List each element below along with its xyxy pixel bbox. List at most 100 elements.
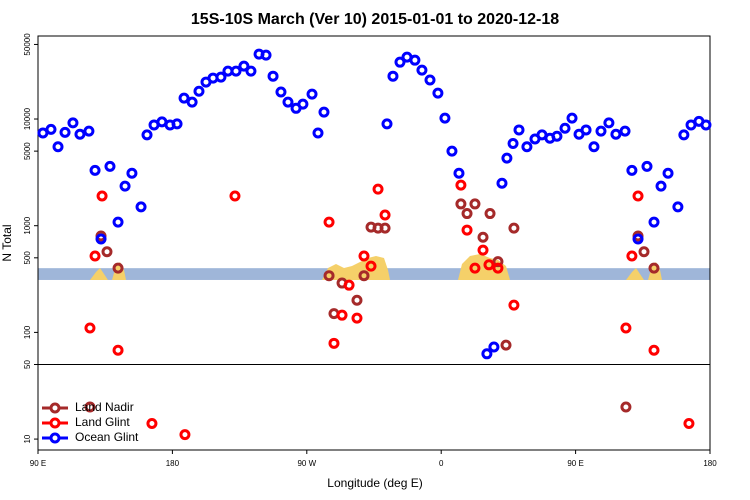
point xyxy=(469,262,481,274)
point xyxy=(336,309,348,321)
point xyxy=(379,222,391,234)
point xyxy=(559,122,571,134)
point xyxy=(603,117,615,129)
point xyxy=(215,71,227,83)
point xyxy=(351,294,363,306)
y-tick-label: 100 xyxy=(23,325,32,339)
point xyxy=(104,160,116,172)
point xyxy=(358,270,370,282)
point xyxy=(387,70,399,82)
point xyxy=(306,88,318,100)
x-axis-label: Longitude (deg E) xyxy=(327,476,422,490)
point xyxy=(67,117,79,129)
point xyxy=(126,167,138,179)
point xyxy=(496,177,508,189)
point xyxy=(508,299,520,311)
point xyxy=(481,348,493,360)
y-axis-label: N Total xyxy=(0,224,14,261)
point xyxy=(141,129,153,141)
point xyxy=(619,125,631,137)
point xyxy=(52,141,64,153)
point xyxy=(566,112,578,124)
point xyxy=(193,85,205,97)
point xyxy=(672,201,684,213)
point xyxy=(282,96,294,108)
point xyxy=(365,260,377,272)
point xyxy=(112,262,124,274)
point xyxy=(678,129,690,141)
point xyxy=(394,56,406,68)
point xyxy=(84,322,96,334)
point xyxy=(455,198,467,210)
plot-frame xyxy=(37,35,711,451)
point xyxy=(372,183,384,195)
point xyxy=(381,118,393,130)
point xyxy=(488,341,500,353)
point xyxy=(267,70,279,82)
y-tick-label: 50000 xyxy=(23,33,32,56)
point xyxy=(588,141,600,153)
point xyxy=(171,118,183,130)
point xyxy=(95,233,107,245)
point xyxy=(638,246,650,258)
point xyxy=(580,124,592,136)
point xyxy=(135,201,147,213)
x-tick-label: 180 xyxy=(166,459,180,468)
point xyxy=(620,401,632,413)
point xyxy=(483,259,495,271)
point xyxy=(461,208,473,220)
legend-label: Ocean Glint xyxy=(75,430,139,444)
y-tick-label: 50 xyxy=(23,360,32,369)
point xyxy=(508,222,520,234)
y-tick-label: 10000 xyxy=(23,107,32,130)
point xyxy=(318,106,330,118)
point xyxy=(84,401,96,413)
point xyxy=(492,256,504,268)
y-tick-label: 5000 xyxy=(23,142,32,160)
point xyxy=(477,231,489,243)
point xyxy=(626,164,638,176)
x-tick-label: 90 E xyxy=(30,459,46,468)
point xyxy=(455,179,467,191)
point xyxy=(641,160,653,172)
point xyxy=(89,250,101,262)
land xyxy=(90,268,108,280)
point xyxy=(186,96,198,108)
point xyxy=(409,54,421,66)
legend-marker xyxy=(49,432,61,444)
point xyxy=(112,216,124,228)
point xyxy=(662,167,674,179)
y-tick-label: 1000 xyxy=(23,216,32,234)
point xyxy=(683,417,695,429)
point xyxy=(469,198,481,210)
point xyxy=(146,417,158,429)
point xyxy=(453,167,465,179)
point xyxy=(446,145,458,157)
point xyxy=(424,74,436,86)
point xyxy=(648,216,660,228)
point xyxy=(59,126,71,138)
point xyxy=(620,322,632,334)
point xyxy=(323,216,335,228)
point xyxy=(655,180,667,192)
point xyxy=(179,429,191,441)
point xyxy=(74,128,86,140)
legend-label: Land Nadir xyxy=(75,400,134,414)
point xyxy=(83,125,95,137)
point xyxy=(260,49,272,61)
point xyxy=(610,128,622,140)
point xyxy=(484,208,496,220)
point xyxy=(96,190,108,202)
point xyxy=(439,112,451,124)
point xyxy=(521,141,533,153)
point xyxy=(358,250,370,262)
point xyxy=(416,64,428,76)
point xyxy=(492,262,504,274)
point xyxy=(432,87,444,99)
point xyxy=(700,119,712,131)
point xyxy=(343,279,355,291)
point xyxy=(230,65,242,77)
x-tick-label: 90 W xyxy=(297,459,316,468)
legend-marker xyxy=(49,417,61,429)
point xyxy=(632,190,644,202)
